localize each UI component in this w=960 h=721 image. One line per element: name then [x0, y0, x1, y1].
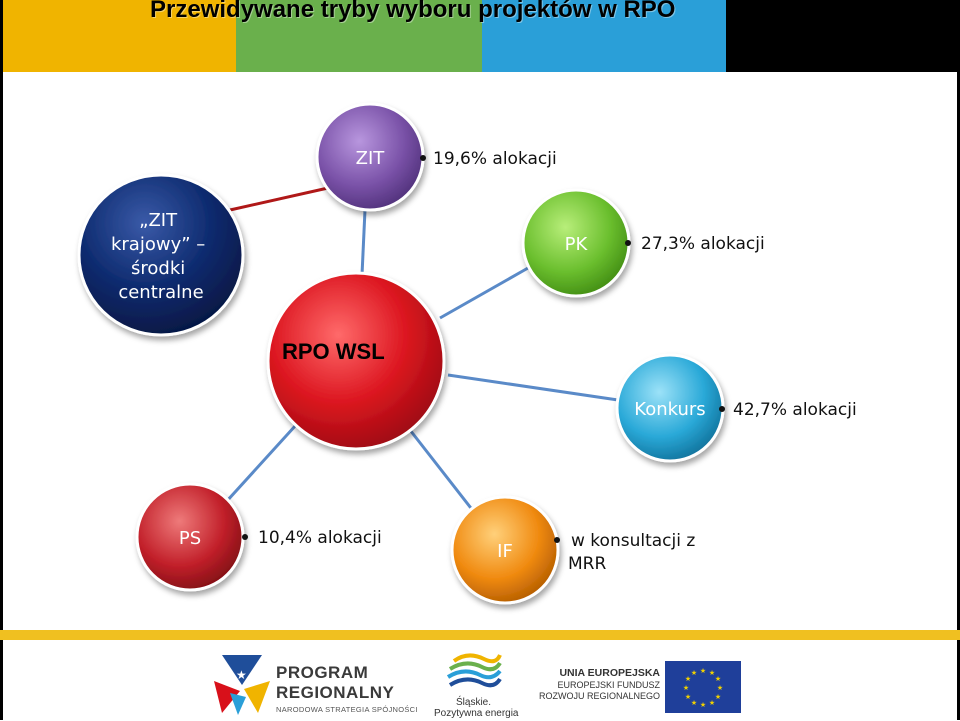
- svg-text:★: ★: [691, 669, 697, 677]
- connector-zit: [360, 209, 367, 276]
- diagram: „ZIT krajowy” – środki centralne ZIT 19,…: [77, 102, 857, 605]
- frame-right: [957, 0, 960, 720]
- node-if-bullet: w konsultacji z MRR: [568, 531, 701, 574]
- svg-text:★: ★: [236, 668, 247, 682]
- svg-text:★: ★: [683, 684, 689, 692]
- svg-text:★: ★: [709, 699, 715, 707]
- program-regionalny-logo: ★ PROGRAM REGIONALNY NARODOWA STRATEGIA …: [212, 651, 417, 717]
- node-ps-label: PS: [179, 528, 201, 549]
- node-ps-bullet: 10,4% alokacji: [258, 528, 382, 548]
- top-bar-blue: [482, 0, 726, 72]
- frame-left: [0, 0, 3, 720]
- svg-text:★: ★: [700, 667, 706, 675]
- bullet-dot-konkurs: [719, 406, 725, 412]
- node-konkurs-label: Konkurs: [634, 399, 705, 420]
- svg-text:★: ★: [715, 693, 721, 701]
- top-bar-yellow: [0, 0, 236, 72]
- connector-zit-krajowy: [229, 186, 329, 212]
- node-zit-krajowy-label: „ZIT krajowy” – środki centralne: [111, 210, 211, 303]
- svg-text:★: ★: [709, 669, 715, 677]
- node-pk-bullet: 27,3% alokacji: [641, 234, 765, 254]
- top-bar-green: [236, 0, 482, 72]
- node-zit-label: ZIT: [356, 148, 386, 169]
- slide-title: Przewidywane tryby wyboru projektów w RP…: [150, 0, 676, 23]
- bullet-dot-if: [554, 537, 560, 543]
- program-logo-line2: REGIONALNY: [276, 683, 395, 702]
- connector-if: [408, 429, 476, 513]
- slaskie-logo-line2: Pozytywna energia: [434, 708, 519, 719]
- program-logo-line3: NARODOWA STRATEGIA SPÓJNOŚCI: [276, 705, 418, 714]
- node-zit-bullet: 19,6% alokacji: [433, 149, 557, 169]
- bullet-dot-zit: [420, 155, 426, 161]
- connector-konkurs: [447, 373, 619, 402]
- node-center: [266, 271, 446, 451]
- bullet-dot-ps: [242, 534, 248, 540]
- center-label: RPO WSL: [282, 339, 385, 364]
- svg-text:★: ★: [691, 699, 697, 707]
- ue-logo-line2: EUROPEJSKI FUNDUSZ: [557, 680, 660, 690]
- connector-ps: [224, 423, 298, 504]
- program-regionalny-emblem-icon: ★: [214, 655, 270, 715]
- bottom-color-bar: [0, 630, 960, 640]
- ue-logo-line1: UNIA EUROPEJSKA: [559, 667, 660, 679]
- top-color-bar: Przewidywane tryby wyboru projektów w RP…: [0, 0, 960, 72]
- ue-logo-text: UNIA EUROPEJSKA EUROPEJSKI FUNDUSZ ROZWO…: [530, 667, 660, 707]
- svg-text:★: ★: [700, 701, 706, 709]
- bullet-dot-pk: [625, 240, 631, 246]
- footer-logos: ★ PROGRAM REGIONALNY NARODOWA STRATEGIA …: [0, 645, 960, 720]
- node-zit-krajowy: [77, 173, 245, 337]
- slaskie-logo: Śląskie. Pozytywna energia: [430, 649, 520, 719]
- ue-logo-line3: ROZWOJU REGIONALNEGO: [538, 691, 660, 701]
- top-bar-black: [726, 0, 960, 72]
- node-konkurs-bullet: 42,7% alokacji: [733, 400, 857, 420]
- node-pk-label: PK: [565, 234, 589, 255]
- connector-pk: [439, 266, 529, 320]
- node-if-label: IF: [497, 541, 513, 562]
- node-if: [450, 495, 560, 605]
- svg-text:★: ★: [685, 675, 691, 683]
- eu-flag-icon: ★ ★ ★ ★ ★ ★ ★ ★ ★ ★ ★ ★: [665, 661, 741, 713]
- slaskie-waves-icon: [446, 653, 502, 688]
- svg-text:★: ★: [685, 693, 691, 701]
- program-logo-line1: PROGRAM: [276, 663, 369, 682]
- svg-text:★: ★: [717, 684, 723, 692]
- svg-text:★: ★: [715, 675, 721, 683]
- slaskie-logo-line1: Śląskie.: [456, 697, 492, 708]
